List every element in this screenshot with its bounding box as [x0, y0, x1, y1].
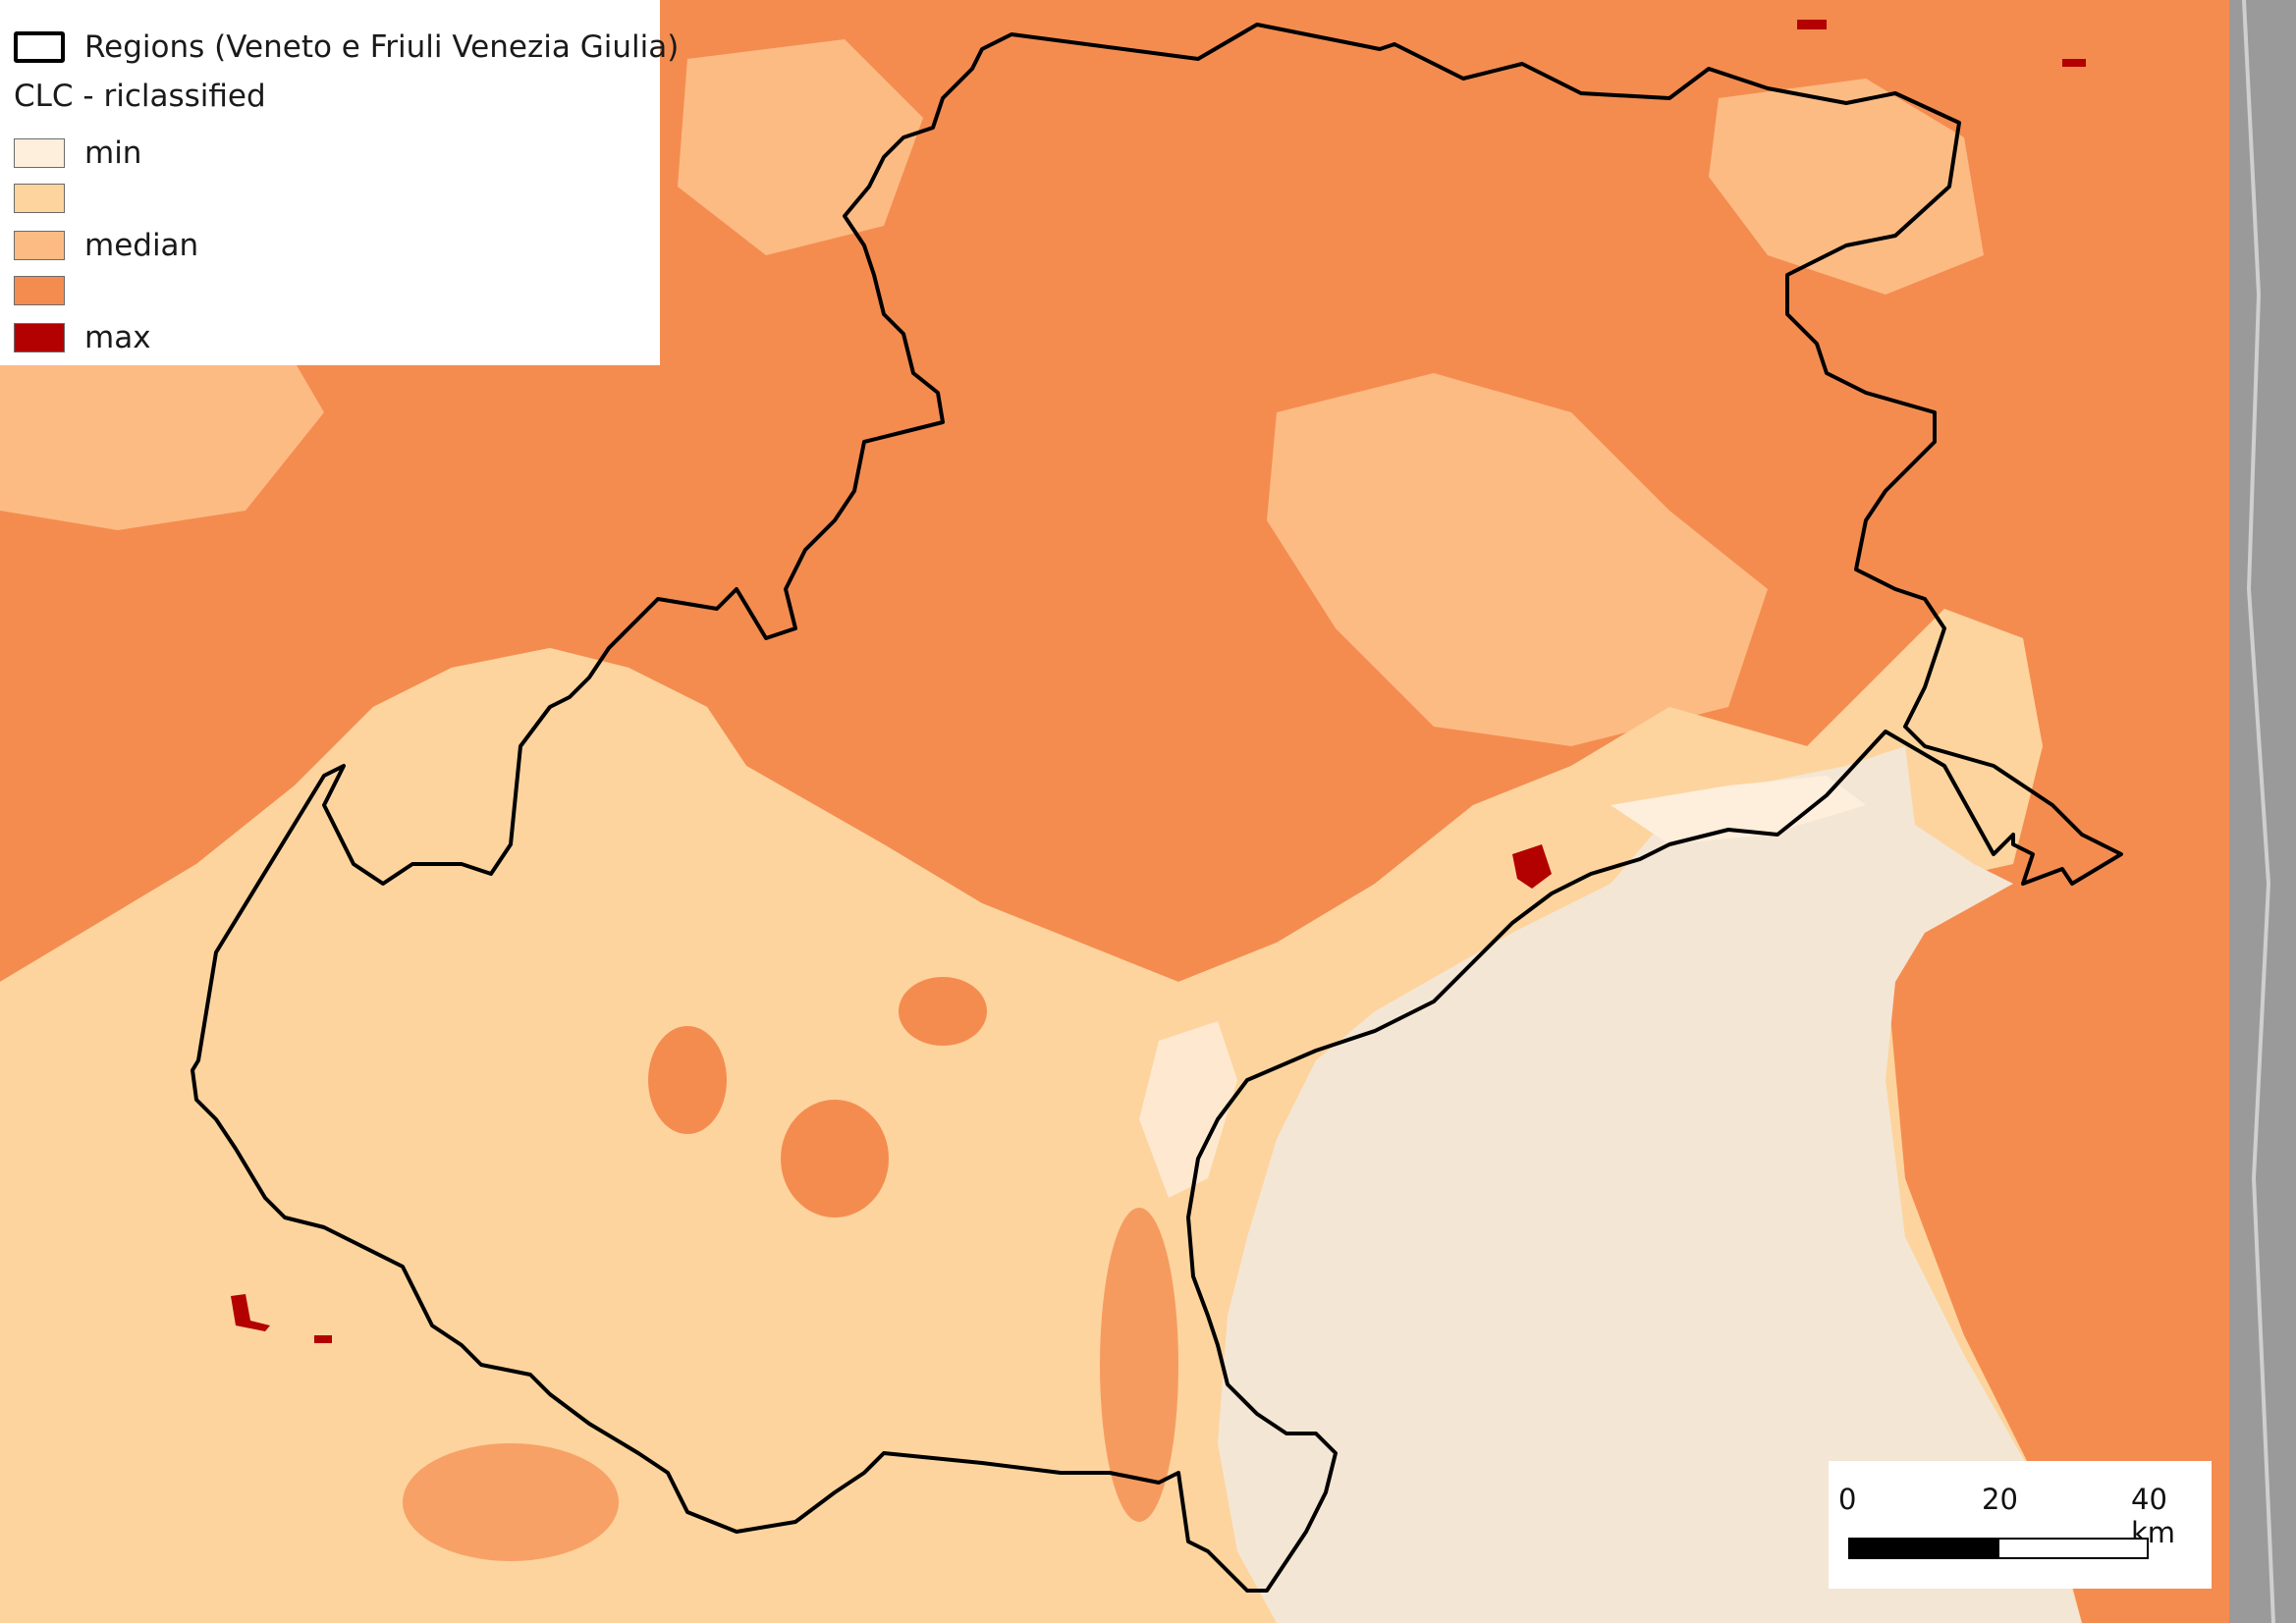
sea — [1218, 746, 2082, 1623]
median-patch — [1709, 79, 1984, 295]
legend-class-row: min — [14, 135, 141, 171]
scale-segment-black — [1848, 1538, 1999, 1559]
basemap-road — [2242, 0, 2275, 1623]
legend-class-row — [14, 181, 84, 216]
median-patch — [1267, 373, 1768, 746]
legend-class-row — [14, 273, 84, 308]
max-spot — [2062, 59, 2086, 67]
urban-patch — [781, 1100, 889, 1217]
plain-zone — [0, 648, 1807, 1623]
max-spot — [1512, 844, 1552, 889]
region-boundary — [191, 23, 2123, 1593]
scale-tick-0: 0 — [1838, 1483, 1857, 1516]
max-spot — [231, 1294, 270, 1331]
legend-swatch — [14, 138, 65, 168]
legend-swatch — [14, 184, 65, 213]
legend-class-row: max — [14, 320, 151, 355]
legend-regions: Regions (Veneto e Friuli Venezia Giulia) — [14, 29, 679, 65]
mountain-zone — [0, 0, 2229, 1623]
legend-class-label: max — [84, 320, 151, 355]
scale-segment-white — [1997, 1538, 2149, 1559]
coastal-min — [1139, 1021, 1237, 1198]
max-spot — [314, 1335, 332, 1343]
east-forest — [1895, 884, 2229, 1623]
legend-class-label: median — [84, 228, 199, 263]
legend-swatch — [14, 276, 65, 305]
max-spot — [1797, 20, 1827, 29]
legend-class-row: median — [14, 228, 198, 263]
legend-class-label: min — [84, 135, 142, 171]
urban-patch — [403, 1443, 619, 1561]
scale-bar: 0 20 40 km — [1829, 1461, 2212, 1589]
legend-swatch — [14, 323, 65, 352]
map-legend: Regions (Veneto e Friuli Venezia Giulia)… — [0, 0, 679, 365]
urban-patch — [1100, 1208, 1178, 1522]
region-outline-swatch — [14, 31, 65, 63]
urban-patch — [648, 1026, 727, 1134]
urban-patch — [899, 977, 987, 1046]
coastal-min — [1611, 776, 1866, 844]
scale-tick-20: 20 — [1982, 1483, 2018, 1516]
median-patch — [678, 39, 923, 255]
legend-regions-label: Regions (Veneto e Friuli Venezia Giulia) — [84, 29, 680, 65]
legend-swatch — [14, 231, 65, 260]
legend-heading: CLC - riclassified — [14, 79, 266, 114]
